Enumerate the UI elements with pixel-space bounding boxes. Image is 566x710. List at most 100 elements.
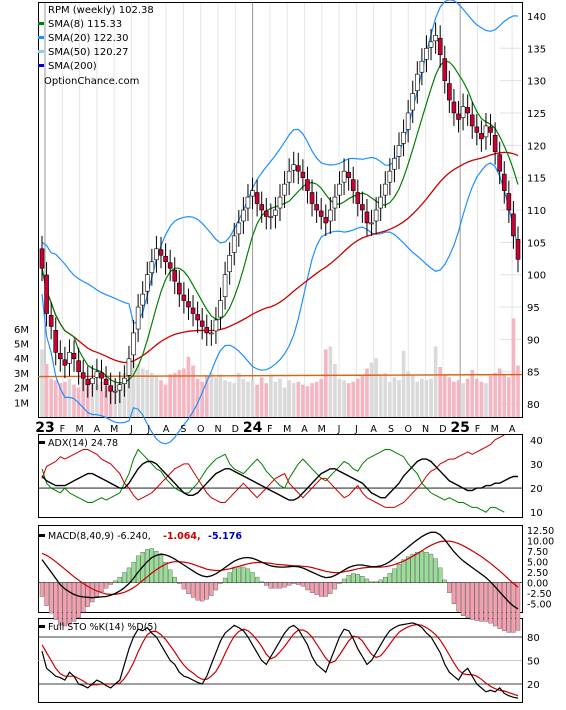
source-label: OptionChance.com [44,76,139,87]
macd-tick-label: -5.00 [527,600,552,611]
candle-body [108,385,113,392]
candle-body [309,192,315,204]
candle-body [158,249,164,256]
candle-body [328,209,333,222]
candle-body [501,173,507,191]
macd-histogram-bar [351,573,356,583]
volume-bar [328,346,333,417]
bollinger-upper-line [41,0,519,325]
price-tick-label: 85 [527,368,540,379]
volume-bar [438,367,443,417]
macd-histogram-bar [186,582,191,594]
candle-body [314,204,319,211]
candle-body [401,132,406,144]
volume-bar [470,369,475,417]
macd-histogram-bar [323,582,328,597]
macd-histogram-bar [314,582,319,595]
macd-histogram-bar [259,581,264,583]
bollinger-lower-line [41,162,519,445]
candle-body [350,179,356,191]
macd-swatch [39,534,45,537]
macd-histogram-bar [49,582,54,614]
macd-histogram-bar [465,582,470,618]
legend-swatch-sma50 [38,50,44,53]
candle-body [337,183,342,196]
price-tick-label: 100 [527,271,546,282]
candle-body [364,211,370,224]
macd-histogram-bar [222,577,228,583]
volume-bar [310,383,314,417]
macd-histogram-bar [268,582,273,589]
candle-body [497,154,502,172]
volume-tick-label: 4M [14,354,29,365]
volume-bar [369,362,374,417]
macd-histogram-bar [424,552,429,583]
macd-histogram-bar [135,555,141,583]
volume-bar [127,367,131,417]
macd-histogram-bar [415,552,420,583]
macd-histogram-bar [337,582,342,584]
candle-body [154,248,159,261]
adx-line [41,458,518,501]
price-tick-label: 80 [527,400,540,411]
volume-bar [447,377,452,417]
volume-bar [479,381,484,417]
candle-body [483,125,489,138]
candle-body [419,60,425,73]
macd-histogram-bar [392,568,397,583]
volume-bar [474,378,479,417]
x-tick-label: M [283,424,291,435]
volume-bar [209,372,214,417]
volume-bar [214,377,218,417]
macd-histogram-bar [67,582,72,625]
candle-body [405,112,411,130]
candle-body [245,196,251,209]
macd-line [41,531,519,610]
legend-swatch-sma200 [38,64,44,67]
macd-histogram-bar [296,582,301,585]
candle-body [177,282,182,295]
candle-body [355,192,361,204]
x-tick-label: F [267,424,272,435]
macd-histogram-bar [232,568,237,583]
volume-bar [484,383,488,417]
stoch-d-line [41,623,519,697]
macd-histogram-bar [241,566,246,583]
candle-body [469,114,475,127]
candle-body [332,196,338,209]
candle-body [44,274,49,314]
volume-bar [95,384,99,417]
candle-body [415,73,420,91]
candle-body [488,126,493,133]
macd-signal-line [41,540,519,595]
candle-body [442,58,448,81]
macd-histogram-bar [145,549,150,583]
adx-tick-label: 10 [530,508,543,519]
macd-histogram-bar [149,548,154,583]
volume-bar [72,384,76,417]
x-tick-label: M [491,424,499,435]
macd-histogram-bar [154,551,159,583]
candle-body [460,106,466,118]
sma50-line [41,151,519,364]
legend-sma20: SMA(20) 122.30 [48,33,129,44]
macd-histogram-bar [515,582,521,631]
volume-bar [397,380,401,417]
volume-tick-label: 3M [14,369,29,380]
volume-bar [159,380,163,417]
candle-body [218,300,223,318]
volume-bar [406,371,410,417]
volume-bar [255,384,259,417]
volume-bar [278,378,282,417]
macd-title: MACD(8,40,9) -6.240, [48,531,151,542]
macd-histogram-bar [122,572,127,583]
volume-bar [218,374,223,417]
x-tick-label: A [509,424,516,435]
volume-bar [246,381,250,417]
candle-body [135,306,141,330]
stoch-tick-label: 20 [527,680,540,691]
candle-body [428,41,434,48]
volume-bar [182,368,186,417]
stoch-k-line [41,622,519,699]
candle-body [140,293,145,306]
